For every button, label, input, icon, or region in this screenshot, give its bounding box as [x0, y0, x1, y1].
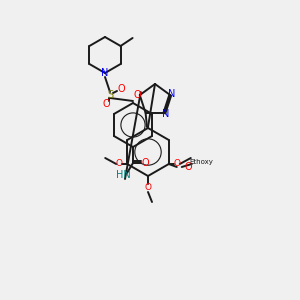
Text: Ethoxy: Ethoxy [190, 159, 214, 165]
Text: N: N [162, 109, 169, 119]
Text: O: O [117, 84, 125, 94]
Text: O: O [141, 158, 149, 168]
Text: O: O [102, 99, 110, 109]
Text: HN: HN [116, 170, 130, 180]
Text: O: O [145, 184, 152, 193]
Text: O: O [116, 160, 123, 169]
Text: O: O [173, 160, 180, 169]
Text: N: N [101, 68, 109, 78]
Text: N: N [167, 89, 175, 99]
Text: O: O [134, 90, 142, 100]
Text: S: S [107, 90, 113, 100]
Text: O: O [185, 162, 193, 172]
